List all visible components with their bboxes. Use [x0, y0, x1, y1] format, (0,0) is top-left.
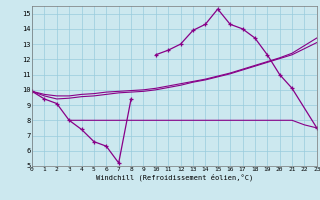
X-axis label: Windchill (Refroidissement éolien,°C): Windchill (Refroidissement éolien,°C) — [96, 174, 253, 181]
